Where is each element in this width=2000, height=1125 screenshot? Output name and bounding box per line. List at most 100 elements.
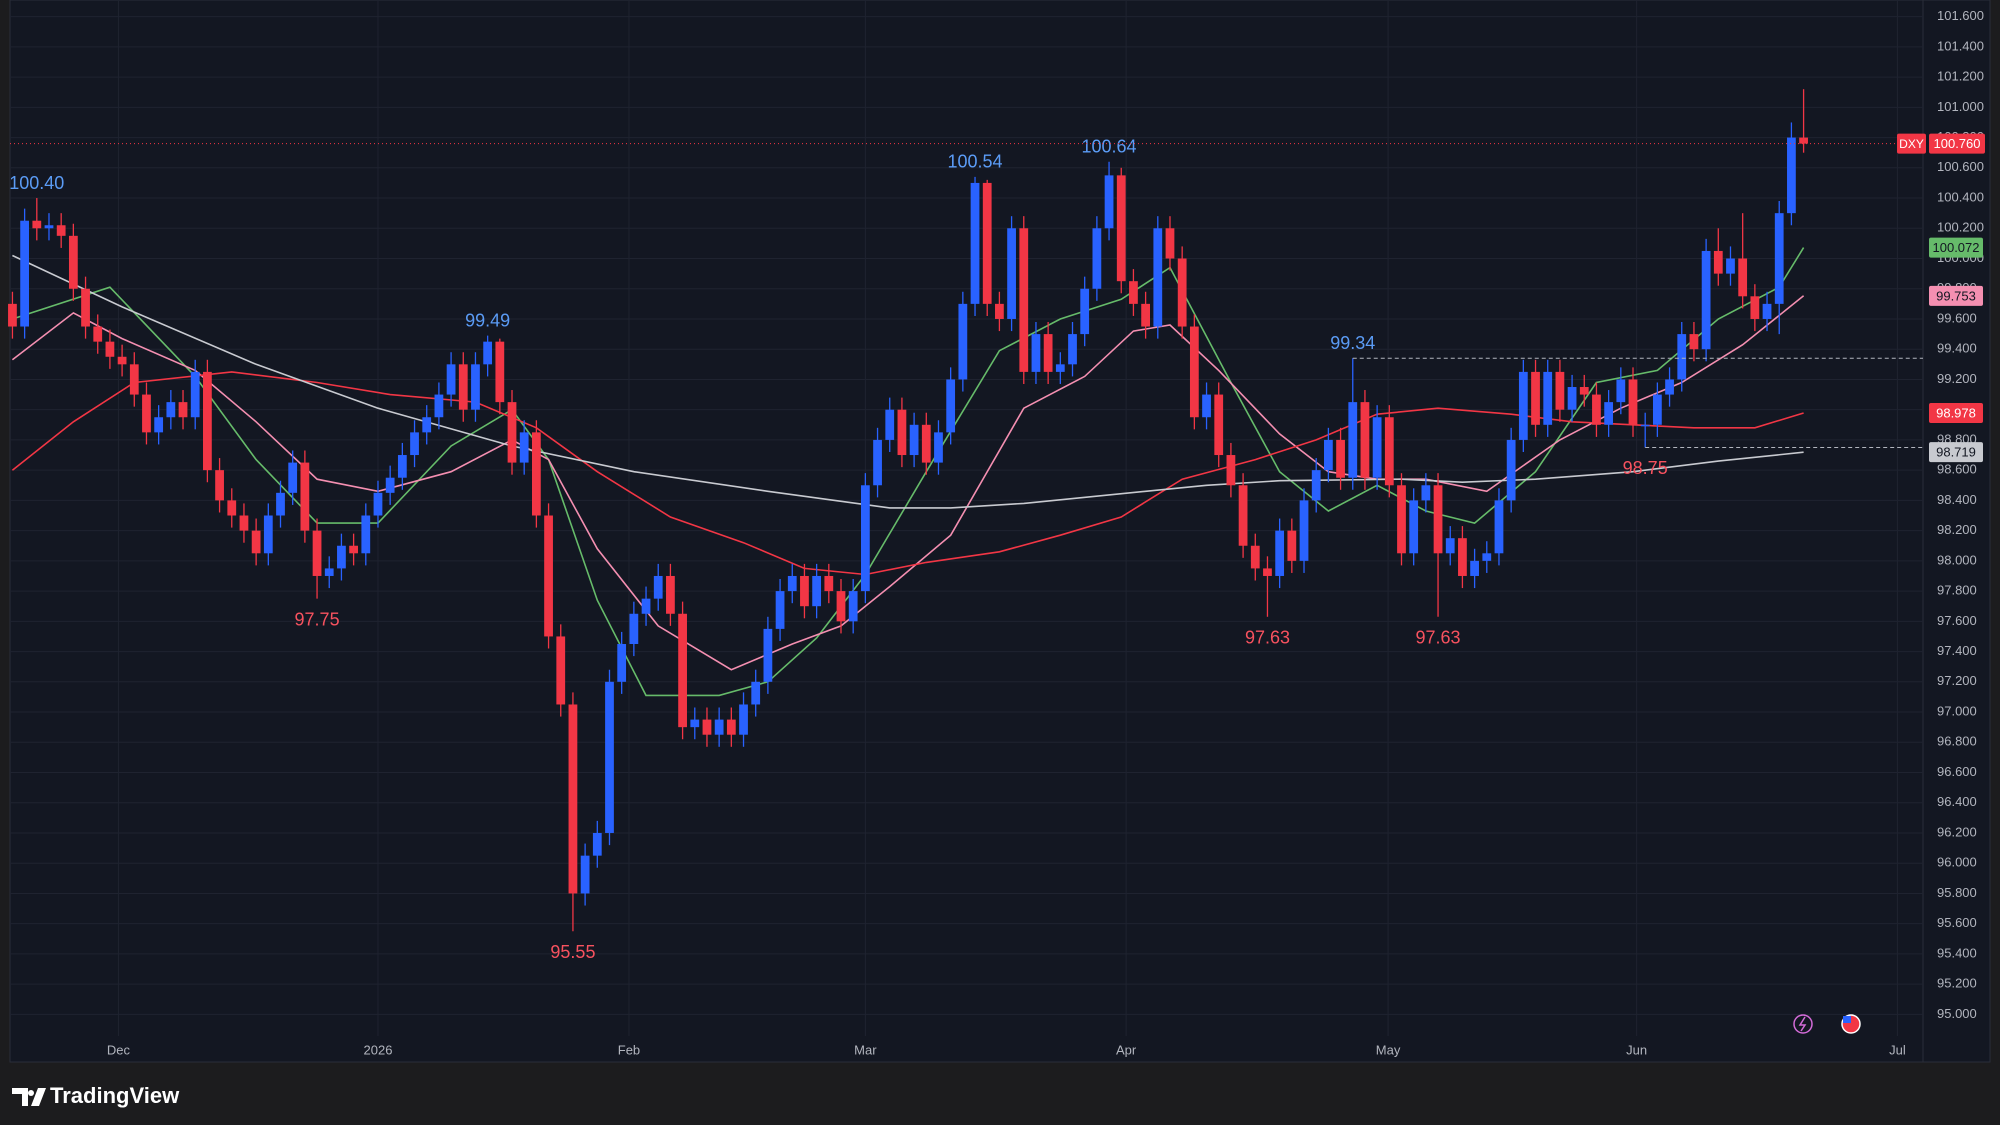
candle-body (1458, 538, 1467, 576)
candle-body (8, 303, 17, 327)
candle-body (56, 225, 66, 236)
candle-body (373, 492, 383, 516)
candle-body (166, 402, 176, 418)
moving-averages (11, 247, 1805, 697)
candle-body (239, 515, 249, 531)
candle-body (1774, 213, 1784, 304)
candle-body (1214, 394, 1224, 456)
candle-body (288, 462, 298, 493)
candle-body (995, 303, 1004, 319)
candle-body (1336, 439, 1345, 478)
candle-body (836, 591, 846, 622)
extreme-label: 100.40 (9, 173, 64, 193)
brand-logo[interactable] (12, 1088, 46, 1106)
candle-body (568, 704, 578, 894)
candle-body (617, 644, 627, 682)
candle-body (885, 409, 895, 440)
candle-body (1348, 402, 1358, 478)
candle-body (458, 364, 468, 410)
price-tag-label: 98.719 (1936, 445, 1976, 460)
candle-body (215, 470, 224, 501)
y-tick-label: 99.600 (1937, 310, 1977, 325)
candle-body (812, 575, 822, 607)
footer: TradingView (12, 1083, 180, 1108)
y-tick-label: 100.600 (1937, 159, 1984, 174)
price-tag-label: 98.978 (1936, 405, 1976, 420)
candle-body (763, 628, 773, 682)
candle-body (190, 371, 200, 418)
y-tick-label: 99.400 (1937, 341, 1977, 356)
candle-body (32, 220, 42, 229)
extreme-label: 98.75 (1623, 458, 1668, 478)
candle-body (507, 402, 517, 463)
candle-body (81, 288, 90, 327)
candle-body (227, 500, 237, 516)
x-tick-label: May (1376, 1042, 1401, 1057)
candle-body (178, 402, 188, 418)
candle-body (1043, 334, 1053, 372)
candle-body (324, 568, 334, 576)
extreme-label: 97.63 (1416, 628, 1461, 648)
candle-body (726, 719, 736, 735)
candle-body (20, 220, 30, 327)
candle-body (1189, 326, 1199, 418)
last-price-tag (1929, 133, 1985, 154)
candle-body (1360, 402, 1370, 478)
candle-body (946, 379, 956, 433)
candle-body (1068, 334, 1077, 365)
y-tick-label: 95.600 (1937, 915, 1977, 930)
y-tick-label: 97.000 (1937, 703, 1977, 718)
candle-body (1250, 545, 1260, 569)
candle-body (519, 432, 529, 463)
moving-average-line (12, 254, 1804, 509)
symbol-tag-label: DXY (1899, 137, 1924, 151)
extreme-label: 97.63 (1245, 628, 1290, 648)
candle-body (1409, 500, 1419, 554)
candle-body (1104, 175, 1114, 229)
candle-body (1787, 137, 1796, 214)
candle-body (1738, 258, 1748, 297)
x-tick-label: Apr (1116, 1042, 1137, 1057)
candle-body (605, 681, 614, 833)
candle-body (1762, 303, 1772, 319)
candle-body (1311, 470, 1321, 501)
candle-body (629, 613, 639, 645)
candle-body (824, 575, 834, 592)
candle-body (653, 575, 663, 599)
candle-body (921, 424, 931, 463)
candle-body (203, 371, 212, 471)
moving-average-line (11, 371, 1804, 576)
x-tick-label: Feb (618, 1042, 640, 1057)
candle-body (1494, 500, 1504, 554)
y-tick-label: 95.400 (1937, 945, 1977, 960)
candle-body (349, 545, 358, 554)
y-tick-label: 101.600 (1937, 8, 1984, 23)
candle-body (666, 575, 675, 614)
event-icon-bolt (1798, 1016, 1807, 1032)
y-tick-label: 99.200 (1937, 371, 1977, 386)
event-icon[interactable] (1793, 1014, 1813, 1034)
y-tick-label: 95.200 (1937, 976, 1977, 991)
candle-body (300, 462, 310, 531)
candle-body (385, 477, 395, 493)
candle-body (678, 613, 687, 728)
brand-name[interactable]: TradingView (50, 1083, 180, 1108)
candle-body (1226, 455, 1236, 486)
y-tick-label: 97.600 (1937, 613, 1977, 628)
candle-body (1531, 371, 1540, 425)
candle-body (1116, 175, 1126, 282)
candle-body (1470, 560, 1479, 576)
extreme-label: 99.49 (465, 310, 510, 330)
candle-body (775, 591, 785, 629)
candle-body (641, 598, 651, 614)
candle-body (1640, 424, 1650, 427)
candle-body (1299, 500, 1309, 561)
candle-body (410, 432, 419, 456)
candle-body (1628, 379, 1638, 425)
annotations: 100.40 97.75 99.49 95.55 100.54 100.64 97.63 99… (9, 137, 1923, 962)
x-tick-label: 2026 (364, 1042, 393, 1057)
candle-body (1433, 485, 1443, 554)
candle-body (68, 235, 78, 289)
candle-body (1031, 334, 1041, 372)
